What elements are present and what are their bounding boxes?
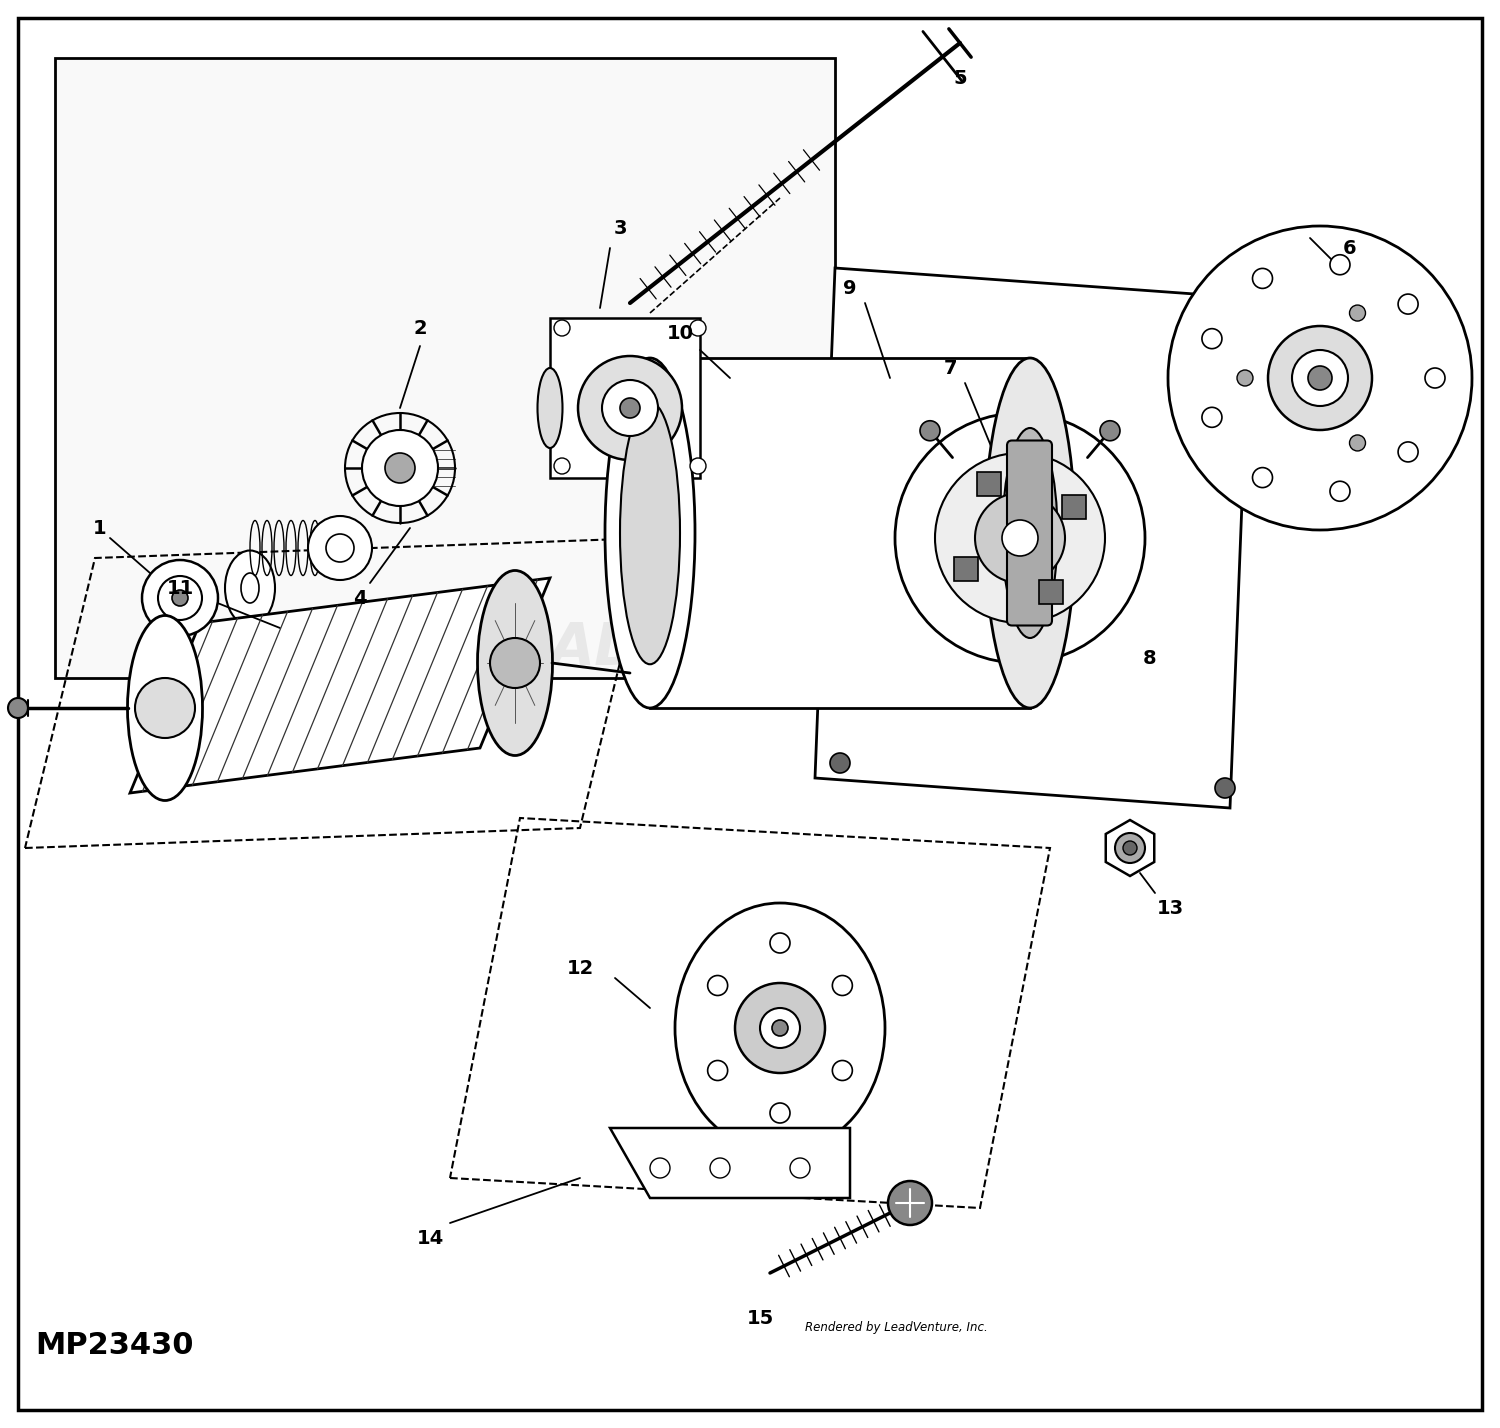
- Circle shape: [1238, 370, 1252, 386]
- Ellipse shape: [128, 615, 202, 801]
- Circle shape: [1252, 467, 1272, 487]
- Circle shape: [708, 1061, 728, 1081]
- Circle shape: [1100, 421, 1120, 441]
- Circle shape: [1398, 294, 1417, 314]
- Text: 1: 1: [93, 518, 106, 537]
- Circle shape: [1268, 326, 1372, 430]
- Circle shape: [578, 356, 682, 460]
- Circle shape: [888, 1181, 932, 1225]
- Circle shape: [620, 398, 640, 418]
- Circle shape: [158, 575, 203, 620]
- Ellipse shape: [242, 573, 260, 603]
- Circle shape: [920, 421, 940, 441]
- Text: 7: 7: [944, 358, 957, 377]
- Circle shape: [1215, 778, 1234, 798]
- Circle shape: [830, 753, 850, 773]
- Ellipse shape: [675, 902, 885, 1152]
- Circle shape: [308, 516, 372, 580]
- Circle shape: [1252, 268, 1272, 288]
- Circle shape: [1168, 226, 1472, 530]
- Circle shape: [1350, 306, 1365, 321]
- Circle shape: [833, 1061, 852, 1081]
- Circle shape: [708, 975, 728, 995]
- Circle shape: [1124, 841, 1137, 855]
- Circle shape: [690, 320, 706, 336]
- Ellipse shape: [477, 571, 552, 755]
- Circle shape: [1330, 481, 1350, 501]
- Circle shape: [135, 678, 195, 738]
- Text: 12: 12: [567, 958, 594, 978]
- Circle shape: [650, 1158, 670, 1178]
- Polygon shape: [610, 1128, 850, 1198]
- Circle shape: [735, 982, 825, 1072]
- Ellipse shape: [986, 358, 1076, 708]
- Circle shape: [772, 1020, 788, 1035]
- Circle shape: [770, 932, 790, 952]
- Circle shape: [790, 1158, 810, 1178]
- Circle shape: [554, 320, 570, 336]
- Circle shape: [386, 453, 416, 483]
- Circle shape: [1002, 520, 1038, 555]
- Text: 6: 6: [1342, 238, 1358, 257]
- Circle shape: [1330, 254, 1350, 274]
- Circle shape: [1202, 328, 1222, 348]
- Circle shape: [934, 453, 1106, 623]
- Circle shape: [172, 590, 188, 605]
- Bar: [650, 358, 1030, 708]
- Circle shape: [1350, 436, 1365, 451]
- Circle shape: [896, 413, 1144, 663]
- Bar: [56, 59, 836, 678]
- Ellipse shape: [225, 551, 274, 625]
- Bar: [954, 557, 978, 581]
- FancyBboxPatch shape: [1007, 440, 1052, 625]
- Circle shape: [760, 1008, 800, 1048]
- Text: Rendered by LeadVenture, Inc.: Rendered by LeadVenture, Inc.: [806, 1321, 988, 1335]
- Text: 11: 11: [166, 578, 194, 597]
- Circle shape: [1114, 833, 1144, 863]
- Circle shape: [1292, 350, 1348, 406]
- Ellipse shape: [604, 358, 694, 708]
- Circle shape: [142, 560, 218, 635]
- Ellipse shape: [620, 401, 680, 664]
- Circle shape: [975, 493, 1065, 583]
- Polygon shape: [130, 578, 550, 793]
- Circle shape: [490, 638, 540, 688]
- Ellipse shape: [537, 368, 562, 448]
- Circle shape: [690, 458, 706, 474]
- Polygon shape: [1106, 820, 1154, 875]
- Text: 8: 8: [1143, 648, 1156, 667]
- Circle shape: [1398, 441, 1417, 461]
- Text: 3: 3: [614, 218, 627, 237]
- Bar: [1062, 496, 1086, 518]
- Text: 9: 9: [843, 278, 856, 297]
- Polygon shape: [815, 268, 1250, 808]
- Bar: [1040, 580, 1064, 604]
- Circle shape: [602, 380, 658, 436]
- Text: 14: 14: [417, 1228, 444, 1248]
- Circle shape: [833, 975, 852, 995]
- Text: MP23430: MP23430: [34, 1331, 194, 1361]
- Text: ADVENTURE: ADVENTURE: [550, 620, 950, 677]
- Bar: [976, 473, 1000, 497]
- Circle shape: [1202, 407, 1222, 427]
- FancyBboxPatch shape: [550, 318, 700, 478]
- Circle shape: [326, 534, 354, 563]
- Circle shape: [710, 1158, 730, 1178]
- Text: 13: 13: [1156, 898, 1184, 918]
- Circle shape: [770, 1102, 790, 1122]
- Text: 2: 2: [413, 318, 428, 337]
- Circle shape: [554, 458, 570, 474]
- Circle shape: [8, 698, 28, 718]
- Circle shape: [1308, 366, 1332, 390]
- Text: ✔: ✔: [718, 518, 752, 557]
- Circle shape: [362, 430, 438, 506]
- Circle shape: [1425, 368, 1444, 388]
- Text: 4: 4: [352, 588, 368, 607]
- Text: 5: 5: [952, 69, 968, 87]
- Text: 10: 10: [666, 324, 693, 343]
- Text: 15: 15: [747, 1308, 774, 1328]
- Ellipse shape: [1002, 428, 1058, 638]
